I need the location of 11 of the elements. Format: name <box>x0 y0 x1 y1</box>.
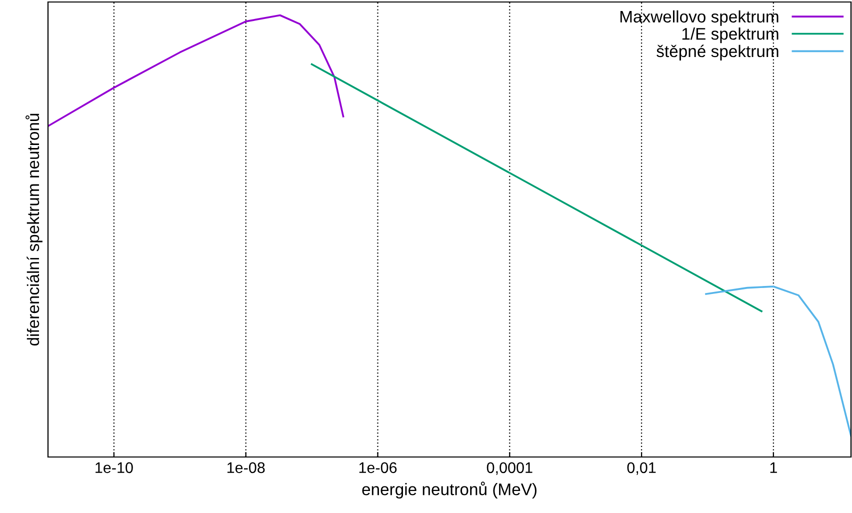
legend-label: 1/E spektrum <box>682 28 778 44</box>
x-tick-label: 0,0001 <box>486 462 532 475</box>
y-axis-title: diferenciální spektrum neutronů <box>26 114 42 346</box>
x-tick-label: 0,01 <box>627 462 656 475</box>
x-tick-label: 1e-06 <box>359 462 397 474</box>
x-tick-label: 1e-08 <box>227 462 265 474</box>
x-tick-label: 1e-10 <box>96 462 133 474</box>
legend-label: štěpné spektrum <box>656 44 778 60</box>
x-axis-title: energie neutronů (MeV) <box>362 482 536 499</box>
legend-label: Maxwellovo spektrum <box>620 10 778 26</box>
x-tick-label: 1 <box>770 462 777 473</box>
